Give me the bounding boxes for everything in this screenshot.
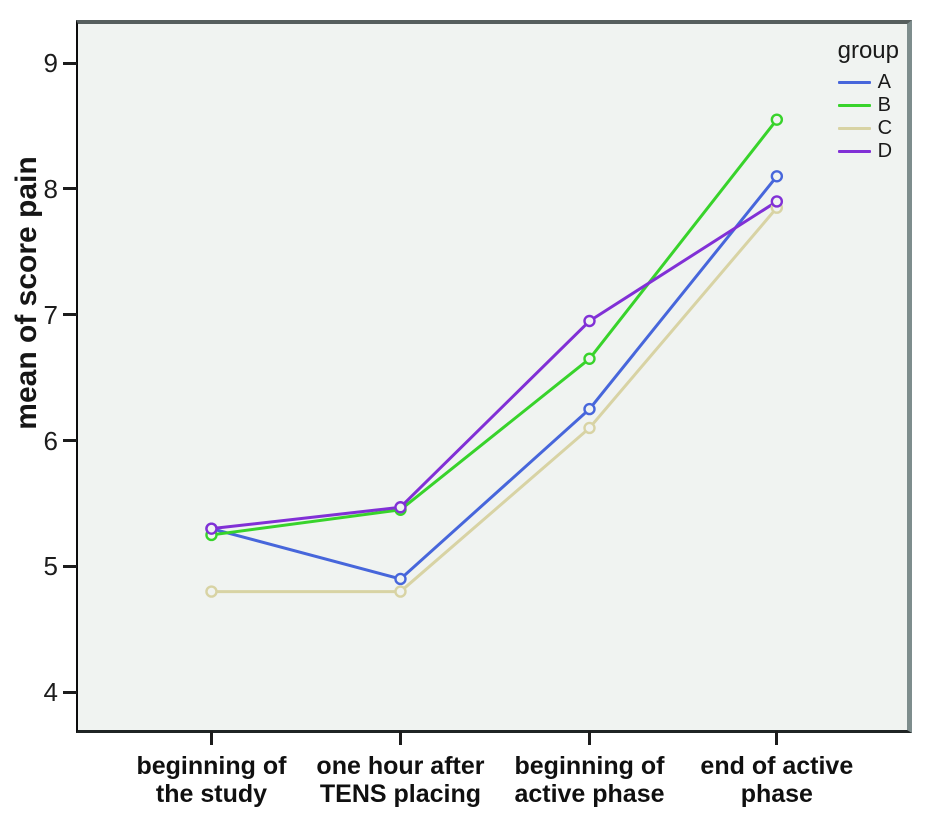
legend-entry-C: C (837, 117, 899, 140)
legend-label-A: A (877, 71, 891, 93)
series-line-C (211, 206, 778, 594)
y-tick-mark-9 (63, 61, 77, 65)
legend-entry-B: B (837, 94, 899, 117)
legend-label-B: B (877, 94, 891, 116)
y-tick-mark-4 (63, 690, 77, 694)
x-category-label-0: beginning of the study (136, 752, 287, 808)
data-point-B-3 (770, 113, 784, 126)
x-category-label-3: end of active phase (700, 752, 854, 808)
series-line-D (211, 200, 778, 531)
legend-entry-D: D (837, 140, 899, 163)
x-tick-mark-0 (209, 731, 213, 745)
legend-swatch-A (837, 81, 871, 84)
y-tick-label-4: 4 (43, 677, 58, 708)
data-point-C-0 (205, 585, 218, 598)
x-category-label-1: one hour after TENS placing (316, 752, 485, 808)
legend-title: group (837, 37, 899, 64)
legend-entry-A: A (837, 71, 899, 94)
legend-label-C: C (877, 117, 893, 139)
x-tick-mark-1 (398, 731, 402, 745)
legend-label-D: D (877, 140, 893, 162)
x-tick-mark-3 (775, 731, 779, 745)
data-point-C-2 (583, 421, 596, 435)
data-point-A-3 (770, 170, 784, 183)
y-tick-label-9: 9 (43, 48, 58, 78)
y-tick-mark-6 (63, 439, 77, 443)
data-point-D-3 (770, 195, 784, 208)
data-point-D-2 (583, 314, 596, 328)
series-line-A (211, 175, 779, 581)
data-point-D-1 (394, 501, 407, 514)
data-point-A-1 (394, 572, 407, 586)
y-tick-mark-5 (63, 564, 77, 568)
x-category-label-2: beginning of active phase (514, 752, 665, 808)
data-point-A-2 (583, 402, 596, 416)
y-tick-label-6: 6 (43, 425, 58, 456)
y-tick-label-5: 5 (43, 551, 58, 582)
data-point-B-2 (583, 352, 596, 365)
x-tick-mark-2 (587, 731, 591, 745)
series-line-B (211, 118, 779, 537)
line-chart-canvas (205, 113, 784, 598)
y-tick-mark-7 (63, 313, 77, 317)
y-tick-mark-8 (63, 187, 77, 191)
legend-swatch-C (837, 127, 871, 130)
y-tick-label-8: 8 (43, 173, 58, 204)
legend-swatch-B (837, 104, 871, 107)
data-point-D-0 (205, 522, 218, 535)
y-tick-label-7: 7 (43, 299, 58, 330)
data-point-C-1 (394, 585, 407, 598)
legend-swatch-D (837, 150, 871, 153)
